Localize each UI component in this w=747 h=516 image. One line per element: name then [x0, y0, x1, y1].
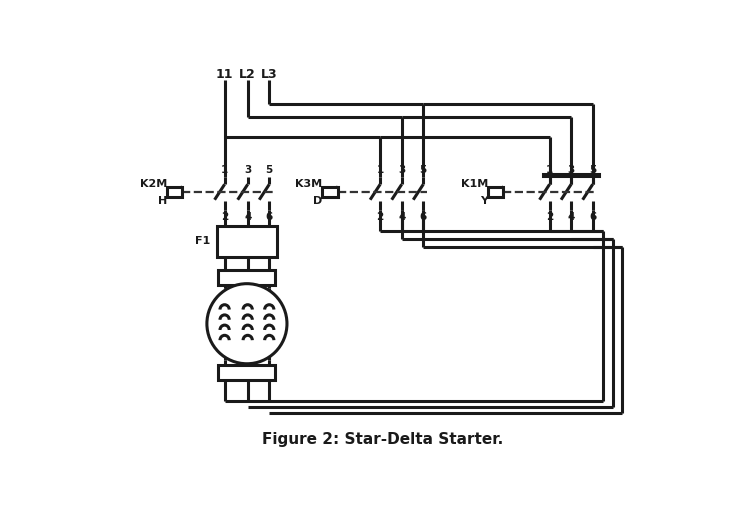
Circle shape [207, 284, 287, 364]
Text: K1M: K1M [461, 180, 488, 189]
Text: K3M: K3M [295, 180, 323, 189]
Text: 1: 1 [546, 165, 554, 175]
Text: 2: 2 [376, 212, 384, 222]
Text: 3: 3 [244, 165, 251, 175]
Text: Figure 2: Star-Delta Starter.: Figure 2: Star-Delta Starter. [262, 432, 503, 447]
Bar [167, 187, 182, 198]
Text: 1: 1 [221, 165, 229, 175]
Bar [323, 187, 338, 198]
Text: 6: 6 [589, 212, 596, 222]
Bar [218, 364, 276, 380]
Bar [217, 226, 277, 257]
Text: 3: 3 [568, 165, 574, 175]
Text: L2: L2 [239, 68, 256, 80]
Text: 4: 4 [244, 212, 252, 222]
Text: H: H [158, 196, 167, 206]
Text: L3: L3 [261, 68, 278, 80]
Bar [218, 270, 276, 285]
Text: D: D [313, 196, 323, 206]
Text: 5: 5 [420, 165, 427, 175]
Text: 3: 3 [398, 165, 406, 175]
Text: 11: 11 [216, 68, 233, 80]
Text: 1: 1 [376, 165, 384, 175]
Text: 6: 6 [266, 212, 273, 222]
Text: Y: Y [480, 196, 488, 206]
Bar [543, 173, 599, 176]
Text: 5: 5 [589, 165, 596, 175]
Text: 2: 2 [546, 212, 554, 222]
Text: 4: 4 [568, 212, 574, 222]
Text: F1: F1 [196, 236, 211, 246]
Text: 2: 2 [221, 212, 229, 222]
Text: 5: 5 [266, 165, 273, 175]
Text: 6: 6 [420, 212, 427, 222]
Bar [488, 187, 503, 198]
Text: 4: 4 [398, 212, 406, 222]
Text: K2M: K2M [140, 180, 167, 189]
